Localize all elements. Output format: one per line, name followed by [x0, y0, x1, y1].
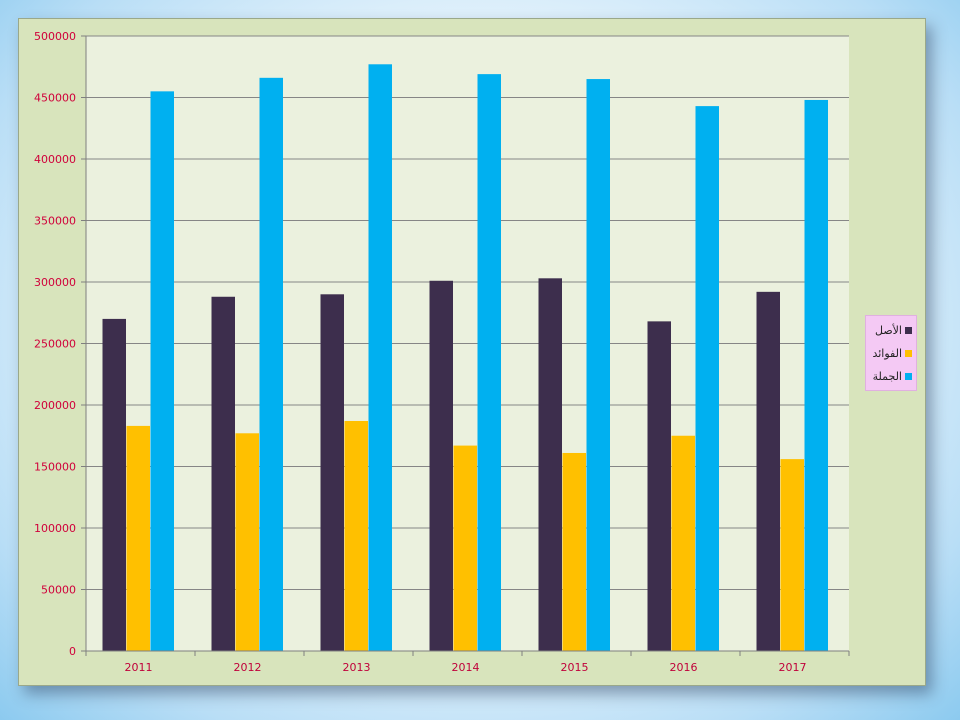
bar [259, 77, 283, 651]
x-axis-ticks: 2011 2012 2013 2014 2015 2016 2017 [85, 651, 850, 674]
x-tick-label: 2015 [561, 661, 589, 674]
bar [477, 74, 501, 651]
legend-label: الأصل [874, 324, 902, 337]
bar [235, 433, 259, 651]
x-tick-label: 2011 [125, 661, 153, 674]
y-tick-label: 150000 [34, 461, 76, 474]
legend-item: الفوائد [870, 342, 912, 365]
bar [804, 99, 828, 651]
bar [671, 435, 695, 651]
bar-chart: 0 50000 100000 150000 200000 250000 300000 3500… [34, 30, 850, 674]
y-axis-ticks: 0 50000 100000 150000 200000 250000 300000 3500… [34, 30, 86, 658]
y-tick-label: 100000 [34, 522, 76, 535]
bar [538, 278, 562, 651]
legend-label: الجملة [872, 370, 902, 383]
bar [102, 318, 126, 651]
y-tick-label: 400000 [34, 153, 76, 166]
y-tick-label: 50000 [41, 584, 76, 597]
bar [647, 321, 671, 651]
bar [368, 64, 392, 652]
x-tick-label: 2014 [452, 661, 480, 674]
y-tick-label: 200000 [34, 399, 76, 412]
bar [429, 280, 453, 651]
bars [102, 64, 828, 652]
y-tick-label: 250000 [34, 338, 76, 351]
chart-frame: 0 50000 100000 150000 200000 250000 300000 3500… [18, 18, 926, 686]
y-tick-label: 0 [69, 645, 76, 658]
bar [126, 425, 150, 651]
legend-item: الأصل [870, 319, 912, 342]
y-tick-label: 300000 [34, 276, 76, 289]
legend: الأصل الفوائد الجملة [865, 315, 917, 391]
legend-swatch [905, 350, 912, 357]
x-tick-label: 2017 [779, 661, 807, 674]
bar [780, 459, 804, 651]
legend-swatch [905, 373, 912, 380]
y-tick-label: 500000 [34, 30, 76, 43]
bar [756, 291, 780, 651]
bar [562, 452, 586, 651]
bar [586, 79, 610, 652]
bar [453, 445, 477, 651]
x-tick-label: 2016 [670, 661, 698, 674]
legend-item: الجملة [870, 365, 912, 388]
bar [344, 420, 368, 651]
legend-swatch [905, 327, 912, 334]
bar [150, 91, 174, 652]
x-tick-label: 2013 [343, 661, 371, 674]
y-tick-label: 450000 [34, 92, 76, 105]
y-tick-label: 350000 [34, 215, 76, 228]
x-tick-label: 2012 [234, 661, 262, 674]
bar [211, 296, 235, 651]
legend-label: الفوائد [872, 347, 902, 360]
bar [695, 106, 719, 652]
bar [320, 294, 344, 651]
